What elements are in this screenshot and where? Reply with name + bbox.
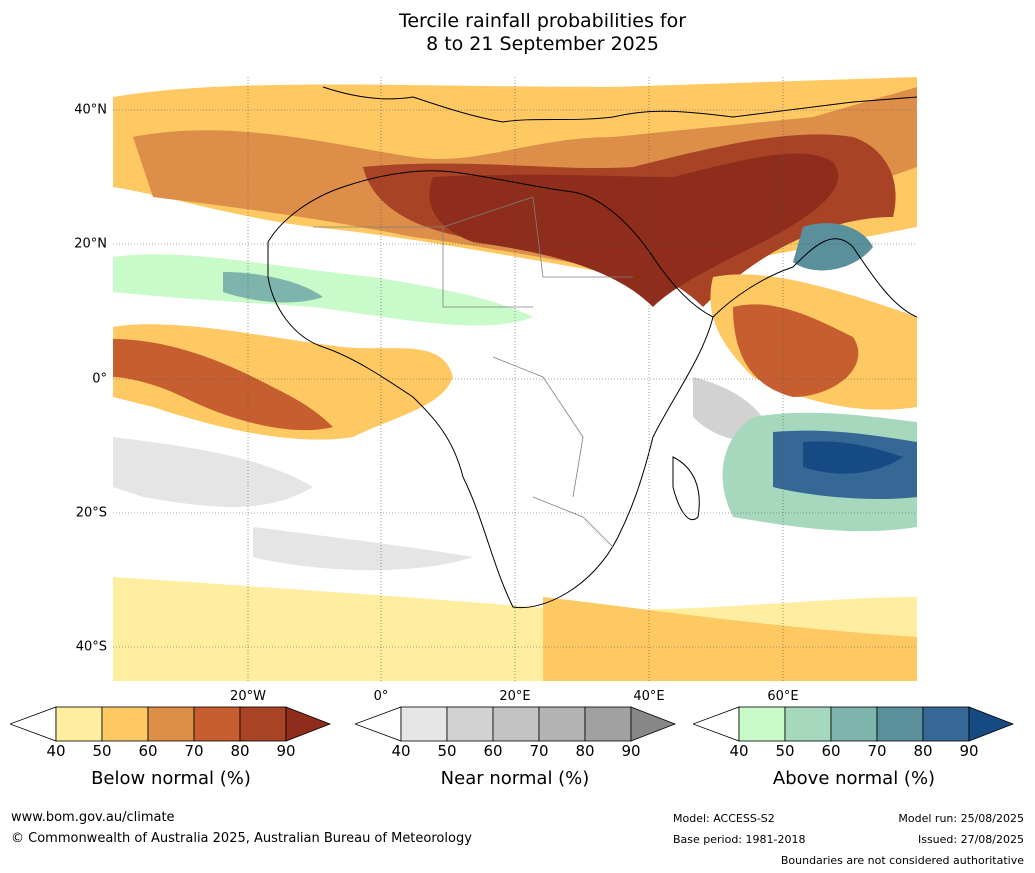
colorbar-above-high-extend <box>968 706 1015 742</box>
colorbar-above-swatch <box>738 706 786 742</box>
lon-label-20e: 20°E <box>499 689 531 704</box>
colorbar-below-swatch <box>55 706 103 742</box>
colorbar-near-swatch <box>584 706 632 742</box>
europe-coast <box>322 86 917 123</box>
colorbar-below-swatch <box>101 706 149 742</box>
tick-label: 70 <box>184 742 204 760</box>
colorbar-near-high-extend <box>630 706 677 742</box>
tick-label: 40 <box>46 742 66 760</box>
base-period-text: Base period: 1981-2018 <box>673 833 806 846</box>
colorbar-near-swatch <box>492 706 540 742</box>
graticule <box>113 77 917 681</box>
colorbar-above-swatch <box>784 706 832 742</box>
colorbar-above-low-extend <box>693 706 740 742</box>
above-region-west-africa <box>223 272 323 303</box>
border-4 <box>532 496 614 548</box>
lon-label-20w: 20°W <box>230 689 266 704</box>
tick-label: 80 <box>230 742 250 760</box>
border-3 <box>492 356 584 498</box>
tick-label: 50 <box>92 742 112 760</box>
lat-label-20n: 20°N <box>74 236 107 252</box>
disclaimer-text: Boundaries are not considered authoritat… <box>780 854 1024 867</box>
title-line-2: 8 to 21 September 2025 <box>426 33 659 55</box>
tick-label: 90 <box>621 742 641 760</box>
lon-label-60e: 60°E <box>767 689 799 704</box>
coastlines <box>267 86 917 609</box>
above-region-indian-ocean-peak <box>803 441 903 474</box>
below-region-core <box>429 153 839 307</box>
colorbar-below-title: Below normal (%) <box>91 768 251 789</box>
tick-label: 50 <box>775 742 795 760</box>
tick-label: 70 <box>529 742 549 760</box>
tick-label: 40 <box>729 742 749 760</box>
colorbar-near-graphic <box>355 706 677 742</box>
lat-label-40s: 40°S <box>75 639 107 655</box>
below-region-gulf <box>113 324 453 440</box>
below-region-atlantic <box>113 339 333 431</box>
below-region-south-2 <box>543 597 917 681</box>
tick-label: 60 <box>821 742 841 760</box>
asia-coast <box>712 238 917 318</box>
tick-label: 50 <box>437 742 457 760</box>
map-title: Tercile rainfall probabilities for 8 to … <box>0 10 1035 56</box>
colorbar-below-ticks: 40 50 60 70 80 90 <box>10 742 332 762</box>
colorbar-below-graphic <box>10 706 332 742</box>
colorbar-below-low-extend <box>10 706 57 742</box>
colorbar-near-swatch <box>400 706 448 742</box>
tick-label: 80 <box>575 742 595 760</box>
probability-map <box>113 77 917 681</box>
border-1 <box>313 226 533 308</box>
tick-label: 40 <box>391 742 411 760</box>
colorbar-below-swatch <box>147 706 195 742</box>
colorbar-below <box>10 706 332 742</box>
colorbar-near-low-extend <box>355 706 402 742</box>
colorbar-near-ticks: 40 50 60 70 80 90 <box>355 742 677 762</box>
colorbar-above-swatch <box>876 706 924 742</box>
lon-label-40e: 40°E <box>633 689 665 704</box>
website-link[interactable]: www.bom.gov.au/climate <box>11 810 175 825</box>
near-region-3 <box>253 527 473 571</box>
above-region-sahel <box>113 254 533 326</box>
above-region-arabia <box>793 223 873 271</box>
tick-label: 60 <box>483 742 503 760</box>
model-run-text: Model run: 25/08/2025 <box>898 812 1024 825</box>
colorbar-above-graphic <box>693 706 1015 742</box>
tick-label: 80 <box>913 742 933 760</box>
tick-label: 70 <box>867 742 887 760</box>
africa-outline <box>267 170 714 609</box>
lon-label-0: 0° <box>373 689 389 704</box>
colorbar-near-title: Near normal (%) <box>440 768 590 789</box>
colorbar-below-swatch <box>239 706 287 742</box>
colorbar-below-swatch <box>193 706 241 742</box>
colorbar-below-high-extend <box>285 706 332 742</box>
border-2 <box>442 196 633 278</box>
colorbar-above-ticks: 40 50 60 70 80 90 <box>693 742 1015 762</box>
country-borders <box>313 196 633 548</box>
above-normal-regions <box>113 223 917 532</box>
madagascar-outline <box>672 456 700 520</box>
colorbar-near-swatch <box>446 706 494 742</box>
near-region-1 <box>113 437 313 507</box>
lat-label-0: 0° <box>92 371 107 387</box>
tick-label: 60 <box>138 742 158 760</box>
colorbar-near <box>355 706 677 742</box>
tick-label: 90 <box>959 742 979 760</box>
title-line-1: Tercile rainfall probabilities for <box>398 10 687 32</box>
colorbar-above-swatch <box>830 706 878 742</box>
colorbar-above <box>693 706 1015 742</box>
lat-label-20s: 20°S <box>75 505 107 521</box>
copyright-text: © Commonwealth of Australia 2025, Austra… <box>11 831 472 846</box>
colorbar-above-title: Above normal (%) <box>772 768 936 789</box>
below-region-arabian-core <box>733 304 859 397</box>
lat-label-40n: 40°N <box>74 102 107 118</box>
colorbar-near-swatch <box>538 706 586 742</box>
issued-text: Issued: 27/08/2025 <box>917 833 1024 846</box>
tick-label: 90 <box>276 742 296 760</box>
model-text: Model: ACCESS-S2 <box>673 812 775 825</box>
colorbar-above-swatch <box>922 706 970 742</box>
